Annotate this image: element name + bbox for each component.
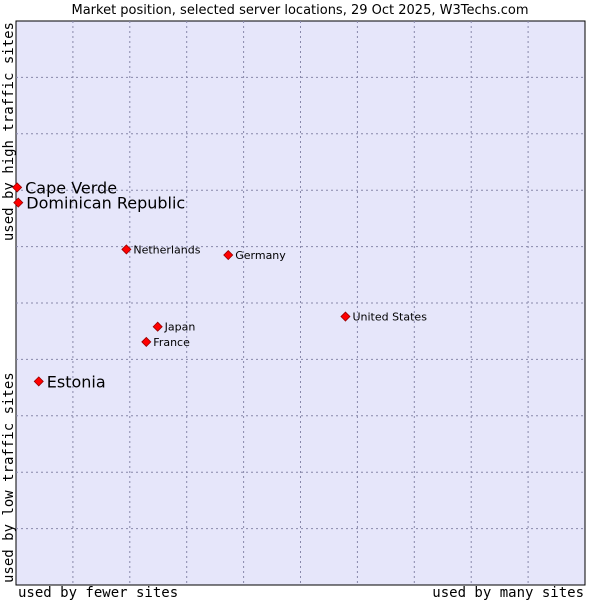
point-label-cape-verde: Cape Verde <box>25 178 117 197</box>
x-axis-label-left: used by fewer sites <box>18 585 178 600</box>
point-label-estonia: Estonia <box>47 372 106 391</box>
grid-lines <box>16 21 585 585</box>
point-label-netherlands: Netherlands <box>133 243 200 256</box>
point-united-states: United States <box>340 311 427 324</box>
point-marker-japan <box>152 321 163 332</box>
point-netherlands: Netherlands <box>121 243 201 256</box>
point-germany: Germany <box>223 249 286 262</box>
point-japan: Japan <box>152 321 196 334</box>
x-axis-label-right: used by many sites <box>432 585 584 600</box>
point-marker-germany <box>223 249 234 261</box>
point-marker-netherlands <box>121 244 132 255</box>
point-label-united-states: United States <box>352 311 427 324</box>
point-marker-cape-verde <box>12 182 23 193</box>
point-marker-united-states <box>340 311 351 322</box>
point-label-france: France <box>153 336 190 349</box>
point-estonia: Estonia <box>33 372 106 391</box>
point-marker-dominican-republic <box>13 197 24 208</box>
chart-title: Market position, selected server locatio… <box>71 3 528 18</box>
point-france: France <box>141 336 190 349</box>
point-label-japan: Japan <box>164 321 196 334</box>
point-cape-verde: Cape Verde <box>12 178 117 197</box>
point-label-dominican-republic: Dominican Republic <box>26 194 185 213</box>
y-axis-label-bottom: used by low traffic sites <box>1 372 17 583</box>
point-marker-france <box>141 336 152 347</box>
point-dominican-republic: Dominican Republic <box>13 194 185 213</box>
y-axis-label-top: used by high traffic sites <box>1 22 17 241</box>
point-marker-estonia <box>33 376 44 387</box>
point-label-germany: Germany <box>235 249 286 262</box>
